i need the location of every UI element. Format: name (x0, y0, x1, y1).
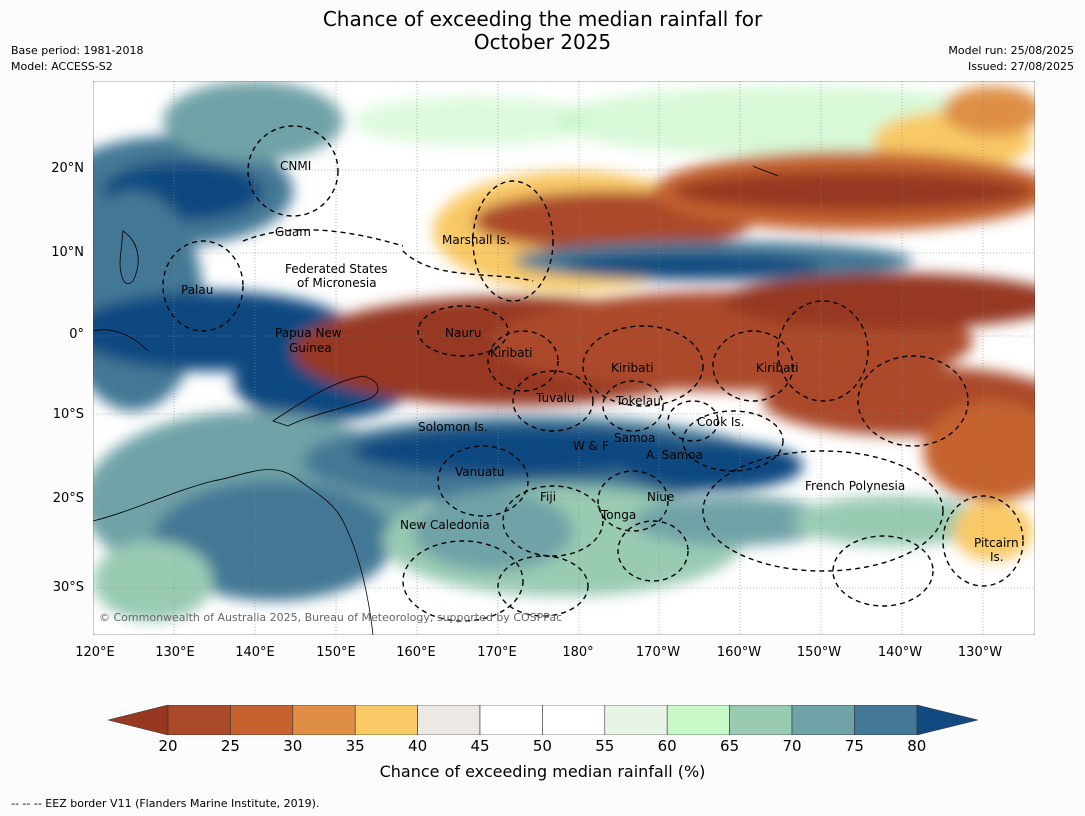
region-label-fsm-2: of Micronesia (297, 276, 377, 290)
region-labels: CNMI Guam Marshall Is. Federated States … (181, 159, 1019, 564)
colorbar-tick-label: 75 (844, 737, 864, 755)
region-label-marshall: Marshall Is. (442, 233, 510, 247)
meta-right: Model run: 25/08/2025 Issued: 27/08/2025 (948, 43, 1074, 75)
colorbar-under-arrow (108, 705, 169, 735)
graticule (93, 81, 1035, 635)
lat-label-0: 0° (69, 327, 84, 342)
title-line-1: Chance of exceeding the median rainfall … (322, 7, 763, 31)
meta-left: Base period: 1981-2018 Model: ACCESS-S2 (11, 43, 143, 75)
model-name: Model: ACCESS-S2 (11, 60, 113, 73)
map-title: Chance of exceeding the median rainfall … (0, 8, 1085, 54)
colorbar-segment (479, 705, 543, 735)
lon-label-140e: 140°E (235, 645, 275, 660)
colorbar-tick-label: 25 (220, 737, 240, 755)
lat-label-10n: 10°N (51, 245, 84, 260)
eez-footnote: -- -- -- EEZ border V11 (Flanders Marine… (11, 797, 320, 810)
region-label-tuvalu: Tuvalu (535, 391, 575, 405)
lon-label-150w: 150°W (796, 645, 842, 660)
colorbar-tick-label: 65 (720, 737, 740, 755)
colorbar-segment (417, 705, 481, 735)
lon-label-150e: 150°E (316, 645, 356, 660)
lon-label-160e: 160°E (396, 645, 436, 660)
region-label-guam: Guam (275, 225, 311, 239)
rainfall-map: CNMI Guam Marshall Is. Federated States … (93, 81, 1035, 635)
region-label-solomon: Solomon Is. (418, 420, 488, 434)
colorbar-tick-label: 45 (470, 737, 490, 755)
rainfall-field (93, 81, 1035, 621)
region-label-tonga: Tonga (600, 508, 636, 522)
colorbar-label: Chance of exceeding median rainfall (%) (379, 762, 706, 781)
lat-label-30s: 30°S (52, 580, 84, 595)
region-label-png-1: Papua New (275, 326, 342, 340)
colorbar-segment (354, 705, 418, 735)
coastlines (93, 165, 779, 635)
region-label-pitcairn-1: Pitcairn (974, 536, 1019, 550)
colorbar-tick-label: 70 (782, 737, 802, 755)
copyright-notice: © Commonwealth of Australia 2025, Bureau… (99, 611, 562, 624)
issued-date: Issued: 27/08/2025 (967, 60, 1074, 73)
lon-label-130w: 130°W (957, 645, 1003, 660)
region-label-nauru: Nauru (445, 326, 481, 340)
region-label-fiji: Fiji (540, 490, 556, 504)
region-label-vanuatu: Vanuatu (455, 465, 505, 479)
eez-borders (162, 125, 1024, 622)
lon-label-170e: 170°E (477, 645, 517, 660)
colorbar-tick-label: 40 (408, 737, 428, 755)
colorbar-segment (854, 705, 918, 735)
region-label-png-2: Guinea (289, 341, 332, 355)
region-label-kiribati-west: Kiribati (490, 346, 532, 360)
colorbar-tick-label: 80 (907, 737, 927, 755)
colorbar-segment (167, 705, 231, 735)
region-label-fsm-1: Federated States (285, 262, 387, 276)
title-line-2: October 2025 (473, 30, 612, 54)
colorbar-segment (292, 705, 356, 735)
region-label-tokelau: Tokelau (615, 394, 661, 408)
region-label-kiribati-central: Kiribati (611, 361, 653, 375)
region-label-palau: Palau (181, 283, 213, 297)
region-label-cook: Cook Is. (697, 415, 744, 429)
colorbar-tick-label: 60 (657, 737, 677, 755)
colorbar-segment (791, 705, 855, 735)
colorbar-segment (604, 705, 668, 735)
colorbar-tick-label: 55 (595, 737, 615, 755)
region-label-new-caledonia: New Caledonia (400, 518, 490, 532)
lat-label-20n: 20°N (51, 161, 84, 176)
base-period: Base period: 1981-2018 (11, 44, 144, 57)
model-run: Model run: 25/08/2025 (948, 44, 1074, 57)
region-label-wallis-futuna: W & F (573, 439, 609, 453)
region-label-niue: Niue (647, 490, 674, 504)
lon-label-170w: 170°W (635, 645, 681, 660)
lat-label-20s: 20°S (52, 491, 84, 506)
colorbar-segment (542, 705, 606, 735)
region-label-samoa: Samoa (614, 431, 655, 445)
colorbar-tick-label: 35 (345, 737, 365, 755)
colorbar-segment (729, 705, 793, 735)
lon-label-120e: 120°E (75, 645, 115, 660)
lon-label-130e: 130°E (155, 645, 195, 660)
colorbar-segment (666, 705, 730, 735)
region-label-pitcairn-2: Is. (990, 550, 1004, 564)
lon-label-180: 180° (562, 645, 594, 660)
lon-label-160w: 160°W (716, 645, 762, 660)
colorbar-over-arrow (916, 705, 978, 735)
colorbar-tick-label: 30 (283, 737, 303, 755)
colorbar-segment (230, 705, 294, 735)
colorbar (108, 705, 978, 735)
colorbar-tick-label: 20 (158, 737, 178, 755)
region-label-cnmi: CNMI (280, 159, 311, 173)
colorbar-tick-label: 50 (532, 737, 552, 755)
region-label-french-polynesia: French Polynesia (805, 479, 905, 493)
lat-label-10s: 10°S (52, 407, 84, 422)
region-label-american-samoa: A. Samoa (646, 448, 703, 462)
lon-label-140w: 140°W (877, 645, 923, 660)
map-svg: CNMI Guam Marshall Is. Federated States … (93, 81, 1035, 635)
region-label-kiribati-east: Kiribati (756, 361, 798, 375)
